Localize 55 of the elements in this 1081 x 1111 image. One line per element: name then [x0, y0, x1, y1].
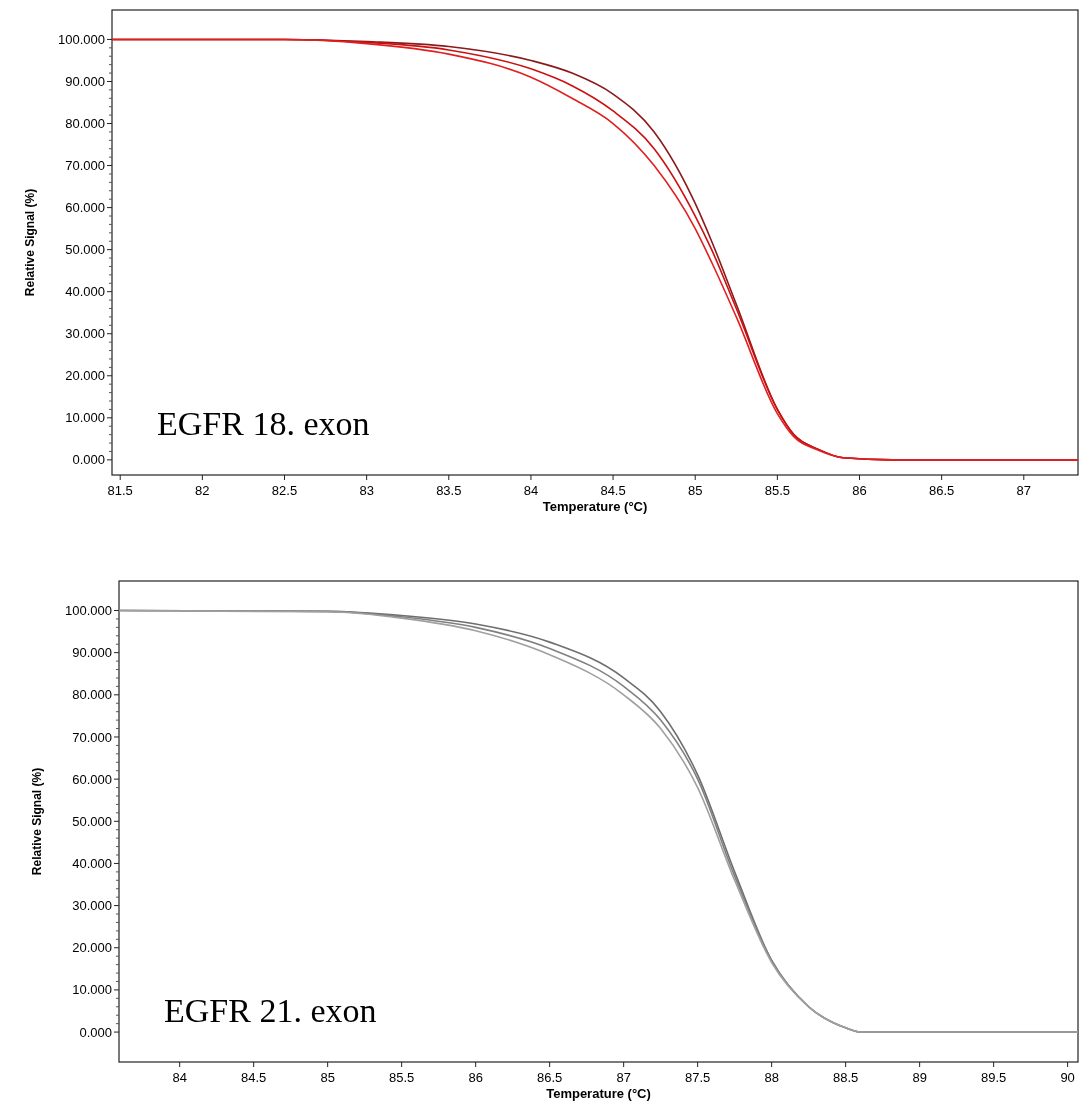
- y-axis-title: Relative Signal (%): [23, 188, 37, 297]
- y-tick-label: 80.000: [65, 116, 105, 132]
- x-tick-label: 87: [1016, 483, 1032, 498]
- y-tick-label: 50.000: [65, 242, 105, 258]
- x-tick-label: 81.5: [107, 483, 133, 498]
- x-tick-label: 85.5: [764, 483, 791, 498]
- x-tick-label: 86.5: [928, 483, 955, 498]
- x-tick-label: 84: [523, 483, 539, 498]
- x-tick-label: 88.5: [832, 1070, 859, 1085]
- x-tick-label: 84.5: [241, 1070, 267, 1085]
- x-tick-label: 89: [912, 1070, 927, 1085]
- x-tick-label: 82.5: [271, 483, 298, 498]
- y-tick-label: 80.000: [72, 687, 112, 703]
- y-tick-label: 100.000: [65, 603, 112, 619]
- y-tick-label: 30.000: [65, 326, 105, 342]
- x-tick-label: 83.5: [436, 483, 462, 498]
- x-tick-label: 88: [764, 1070, 779, 1085]
- y-tick-label: 10.000: [65, 410, 105, 426]
- x-tick-label: 86: [468, 1070, 483, 1085]
- x-tick-label: 85.5: [389, 1070, 415, 1085]
- y-tick-label: 60.000: [72, 771, 112, 787]
- y-tick-label: 30.000: [72, 898, 112, 914]
- x-tick-label: 82: [195, 483, 210, 498]
- x-tick-label: 85: [320, 1070, 335, 1085]
- line-series: [111, 38, 1079, 461]
- x-tick-label: 87.5: [685, 1070, 711, 1085]
- x-tick-label: 86: [852, 483, 867, 498]
- y-tick-label: 0.000: [72, 452, 105, 468]
- x-tick-label: 83: [359, 483, 374, 498]
- y-tick-label: 100.000: [58, 31, 105, 47]
- y-tick-label: 20.000: [72, 940, 112, 956]
- x-tick-label: 86.5: [537, 1070, 563, 1085]
- y-tick-label: 60.000: [65, 200, 105, 216]
- annotation: EGFR 21. exon: [164, 992, 377, 1029]
- y-tick-label: 40.000: [72, 856, 112, 871]
- x-tick-label: 84: [172, 1070, 187, 1085]
- y-tick-label: 70.000: [72, 729, 112, 745]
- x-tick-label: 89.5: [980, 1070, 1007, 1085]
- x-axis-title: Temperature (°C): [542, 499, 648, 514]
- x-axis-title: Temperature (°C): [546, 1086, 651, 1101]
- y-tick-label: 20.000: [65, 368, 105, 384]
- annotation: EGFR 18. exon: [157, 405, 370, 442]
- x-tick-label: 84.5: [600, 483, 626, 498]
- line-series: [118, 609, 1079, 1033]
- x-tick-label: 87: [616, 1070, 631, 1085]
- x-tick-label: 85: [687, 483, 703, 498]
- y-tick-label: 90.000: [65, 74, 105, 90]
- y-tick-label: 40.000: [65, 284, 105, 300]
- y-tick-label: 90.000: [72, 645, 112, 661]
- y-tick-label: 10.000: [72, 982, 112, 998]
- y-tick-label: 70.000: [65, 158, 105, 174]
- y-axis-title: Relative Signal (%): [30, 767, 44, 876]
- y-tick-label: 50.000: [72, 813, 112, 829]
- x-tick-label: 90: [1060, 1070, 1075, 1085]
- y-tick-label: 0.000: [79, 1024, 112, 1040]
